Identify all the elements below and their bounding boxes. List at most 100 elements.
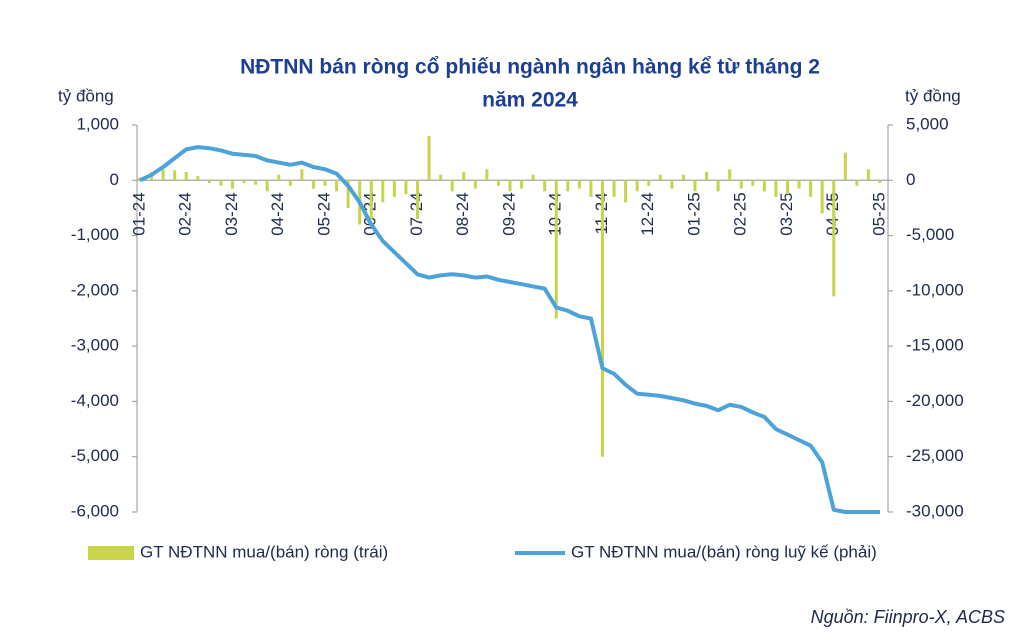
bar <box>335 180 339 192</box>
bar <box>439 174 443 181</box>
bar <box>681 174 685 181</box>
bar <box>866 169 870 181</box>
bar <box>612 180 616 197</box>
y2-tick-label: -20,000 <box>906 391 964 410</box>
bar <box>485 169 489 181</box>
bar <box>751 180 755 186</box>
bar <box>589 180 593 197</box>
bar <box>739 180 743 189</box>
x-tick-label: 03-25 <box>777 192 796 235</box>
x-tick-label: 08-24 <box>453 192 472 235</box>
bar <box>207 180 211 184</box>
x-tick-label: 04-24 <box>268 192 287 235</box>
y-tick-label: -6,000 <box>71 501 119 520</box>
bar <box>878 180 882 184</box>
bar <box>520 180 524 189</box>
chart-title: năm 2024 <box>482 89 578 112</box>
y2-tick-label: -25,000 <box>906 446 964 465</box>
bar <box>392 180 396 197</box>
bar <box>381 180 385 203</box>
legend-label: GT NĐTNN mua/(bán) ròng luỹ kế (phải) <box>571 542 877 561</box>
bar <box>219 180 223 186</box>
bar <box>508 180 512 192</box>
bar <box>300 169 304 181</box>
bar <box>762 180 766 192</box>
y-tick-label: -3,000 <box>71 336 119 355</box>
y2-tick-label: -30,000 <box>906 501 964 520</box>
bar <box>288 180 292 186</box>
bar <box>231 180 234 189</box>
legend-label: GT NĐTNN mua/(bán) ròng (trái) <box>140 542 388 561</box>
bar <box>670 180 674 189</box>
bar <box>554 180 558 319</box>
y2-tick-label: 5,000 <box>906 114 949 133</box>
bar <box>624 180 628 203</box>
bar <box>346 180 350 208</box>
bar <box>450 180 454 192</box>
x-tick-label: 09-24 <box>499 192 518 235</box>
bar <box>647 180 651 186</box>
bar <box>404 180 408 195</box>
bar <box>311 180 315 189</box>
x-tick-label: 05-24 <box>314 192 333 235</box>
x-tick-label: 02-24 <box>176 192 195 235</box>
y-tick-label: 0 <box>110 170 119 189</box>
y-axis-label: tỷ đồng <box>58 86 114 105</box>
bar <box>820 180 824 214</box>
bar <box>173 170 177 181</box>
bar <box>797 180 801 189</box>
y2-tick-label: -15,000 <box>906 336 964 355</box>
bar <box>601 180 604 457</box>
bar <box>416 180 419 219</box>
y2-tick-label: -10,000 <box>906 280 964 299</box>
x-tick-label: 05-25 <box>869 192 888 235</box>
y-tick-label: -2,000 <box>71 280 119 299</box>
legend-swatch <box>88 546 134 560</box>
bar <box>809 180 813 197</box>
bar <box>774 180 778 197</box>
x-tick-label: 02-25 <box>731 192 750 235</box>
x-tick-label: 03-24 <box>222 192 241 235</box>
y-tick-label: -1,000 <box>71 225 119 244</box>
bar <box>531 174 535 181</box>
bar <box>693 180 697 192</box>
source: Nguồn: Fiinpro-X, ACBS <box>811 607 1005 627</box>
bar <box>254 180 258 185</box>
bar <box>427 136 431 181</box>
y2-tick-label: 0 <box>906 170 915 189</box>
chart-title: NĐTNN bán ròng cổ phiếu ngành ngân hàng … <box>240 56 820 79</box>
line <box>139 145 880 514</box>
bar <box>242 180 246 184</box>
bar <box>462 171 466 181</box>
bar <box>566 180 570 192</box>
y2-axis-label: tỷ đồng <box>905 86 961 105</box>
bar <box>543 180 547 192</box>
bar <box>161 169 165 181</box>
bar <box>635 180 639 192</box>
bar <box>196 175 200 181</box>
y-tick-label: -5,000 <box>71 446 119 465</box>
bar <box>277 174 281 181</box>
bar <box>323 180 327 186</box>
bar <box>786 180 789 195</box>
bar <box>843 152 847 181</box>
y-tick-label: -4,000 <box>71 391 119 410</box>
bar <box>265 180 269 192</box>
bar <box>658 174 662 181</box>
x-tick-label: 12-24 <box>638 192 657 235</box>
bar <box>473 180 477 189</box>
x-tick-label: 01-24 <box>129 192 148 235</box>
bar <box>855 180 859 186</box>
y2-tick-label: -5,000 <box>906 225 954 244</box>
bar <box>577 180 581 189</box>
bar <box>832 180 836 297</box>
bar <box>496 180 500 186</box>
bar <box>728 169 732 181</box>
bar <box>716 180 720 192</box>
bar <box>369 180 373 219</box>
bar <box>705 171 709 181</box>
y-tick-label: 1,000 <box>76 114 119 133</box>
bar <box>184 171 188 181</box>
x-tick-label: 01-25 <box>684 192 703 235</box>
